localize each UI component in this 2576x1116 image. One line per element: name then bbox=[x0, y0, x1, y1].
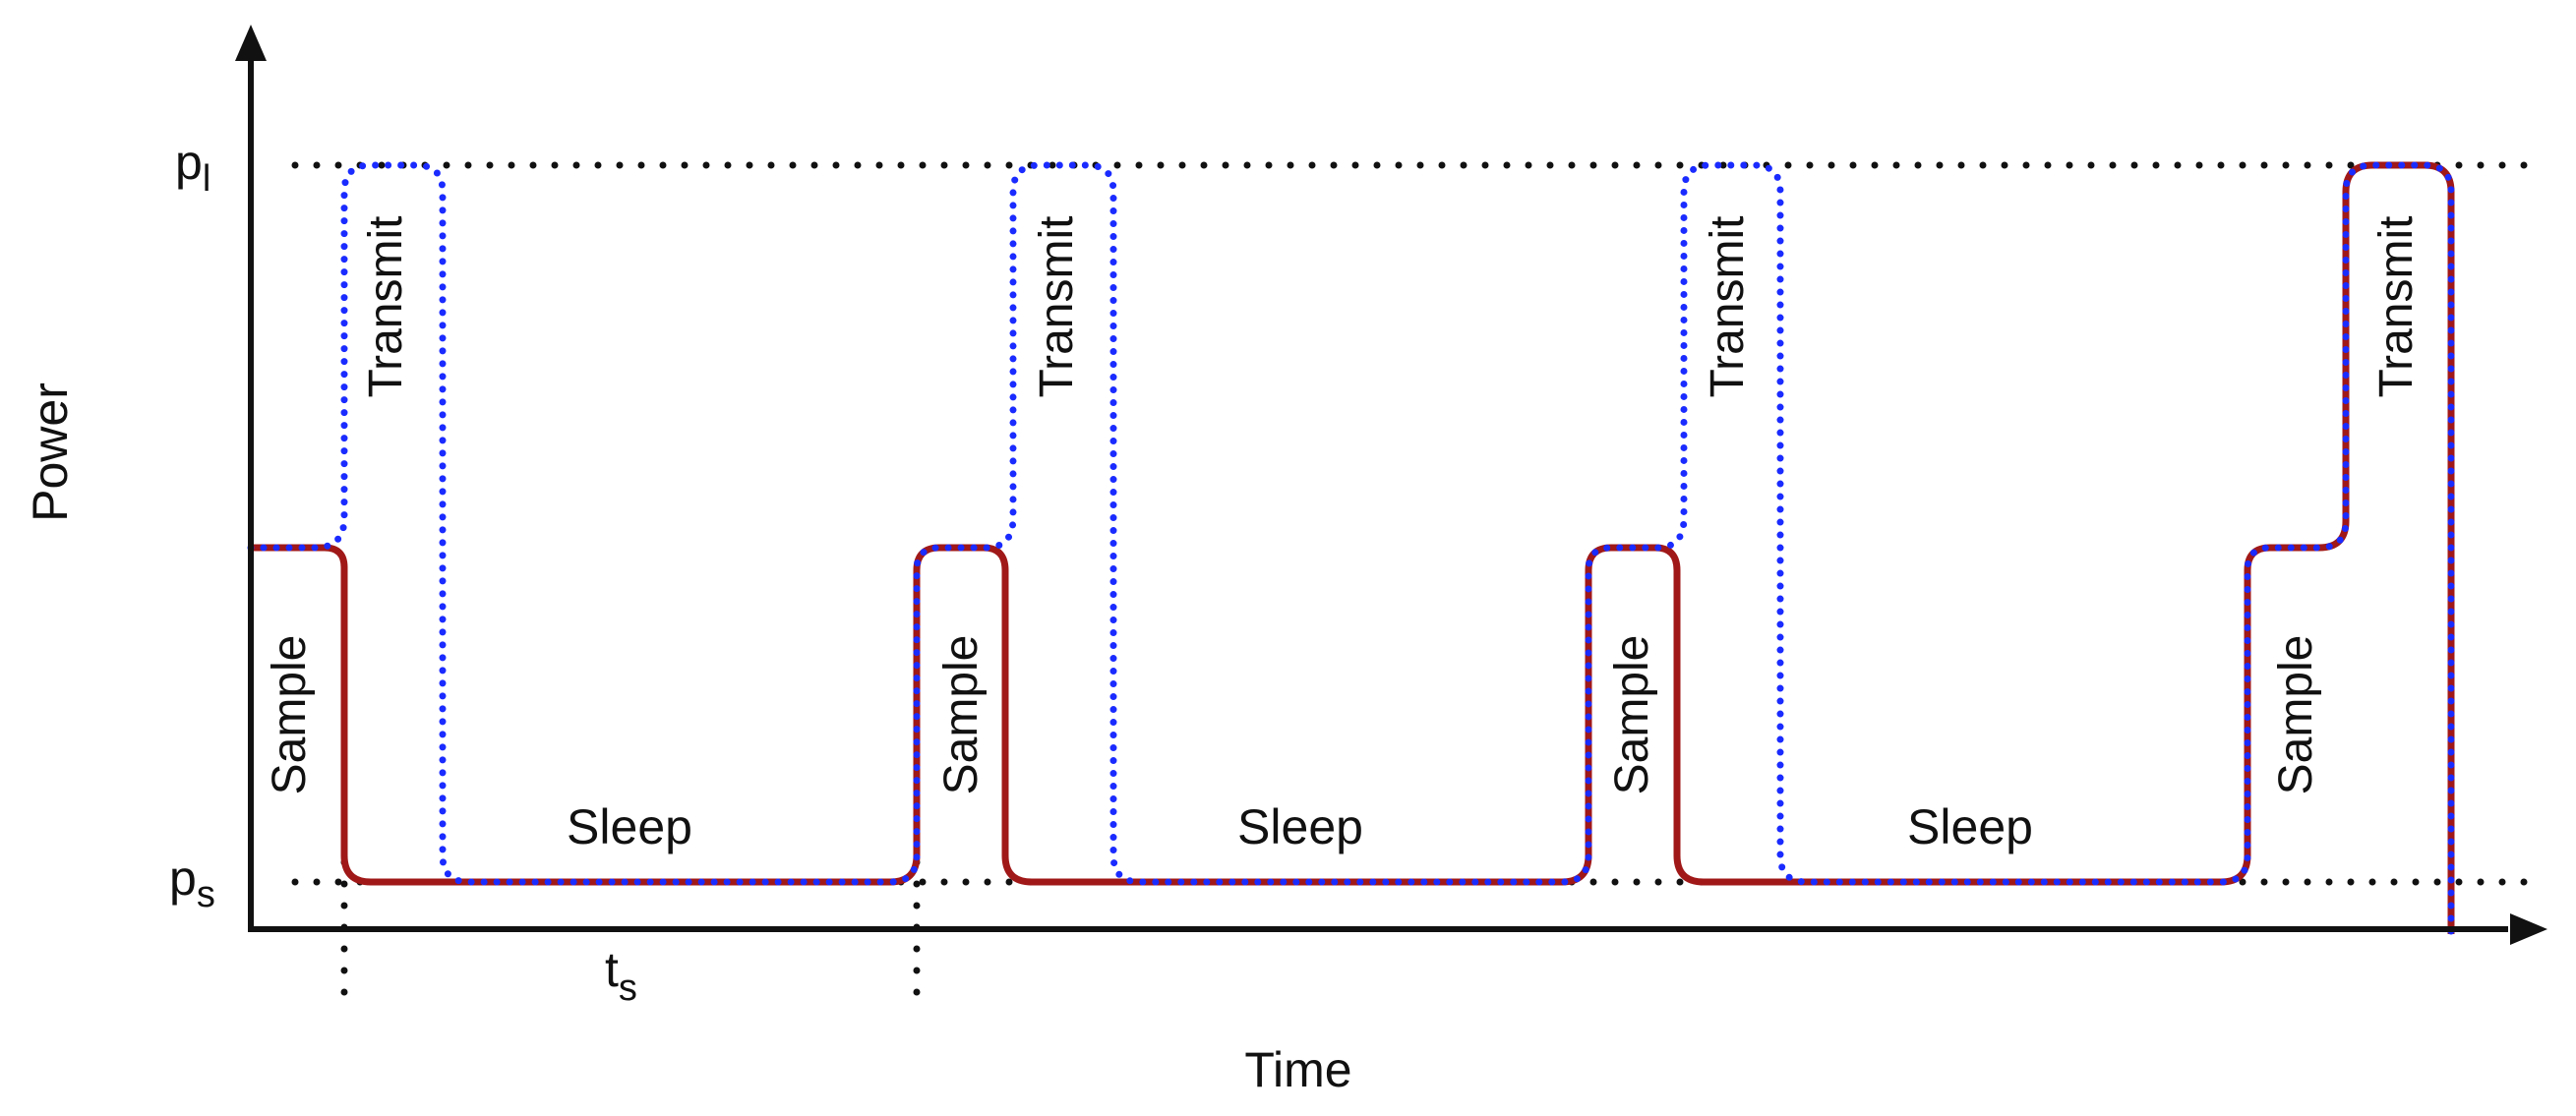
ts-label: ts bbox=[605, 942, 637, 1009]
y-axis-title: Power bbox=[23, 382, 78, 522]
sample-label-1: Sample bbox=[264, 635, 316, 795]
dotted-power-trace bbox=[247, 161, 2455, 938]
transmit-label-2: Transmit bbox=[1031, 216, 1083, 398]
sleep-label-1: Sleep bbox=[567, 799, 692, 854]
sleep-label-2: Sleep bbox=[1237, 799, 1363, 854]
pl-label: pl bbox=[175, 135, 210, 200]
y-axis-arrowhead bbox=[235, 25, 267, 61]
ps-label: ps bbox=[169, 851, 215, 915]
sample-label-4: Sample bbox=[2270, 635, 2322, 795]
sample-label-2: Sample bbox=[935, 635, 988, 795]
sample-label-3: Sample bbox=[1606, 635, 1658, 795]
x-axis-arrowhead bbox=[2510, 913, 2547, 945]
x-axis-title: Time bbox=[1244, 1042, 1351, 1097]
transmit-label-3: Transmit bbox=[1702, 216, 1754, 398]
transmit-label-1: Transmit bbox=[360, 216, 412, 398]
sleep-label-3: Sleep bbox=[1907, 799, 2033, 854]
transmit-label-4: Transmit bbox=[2370, 216, 2423, 398]
